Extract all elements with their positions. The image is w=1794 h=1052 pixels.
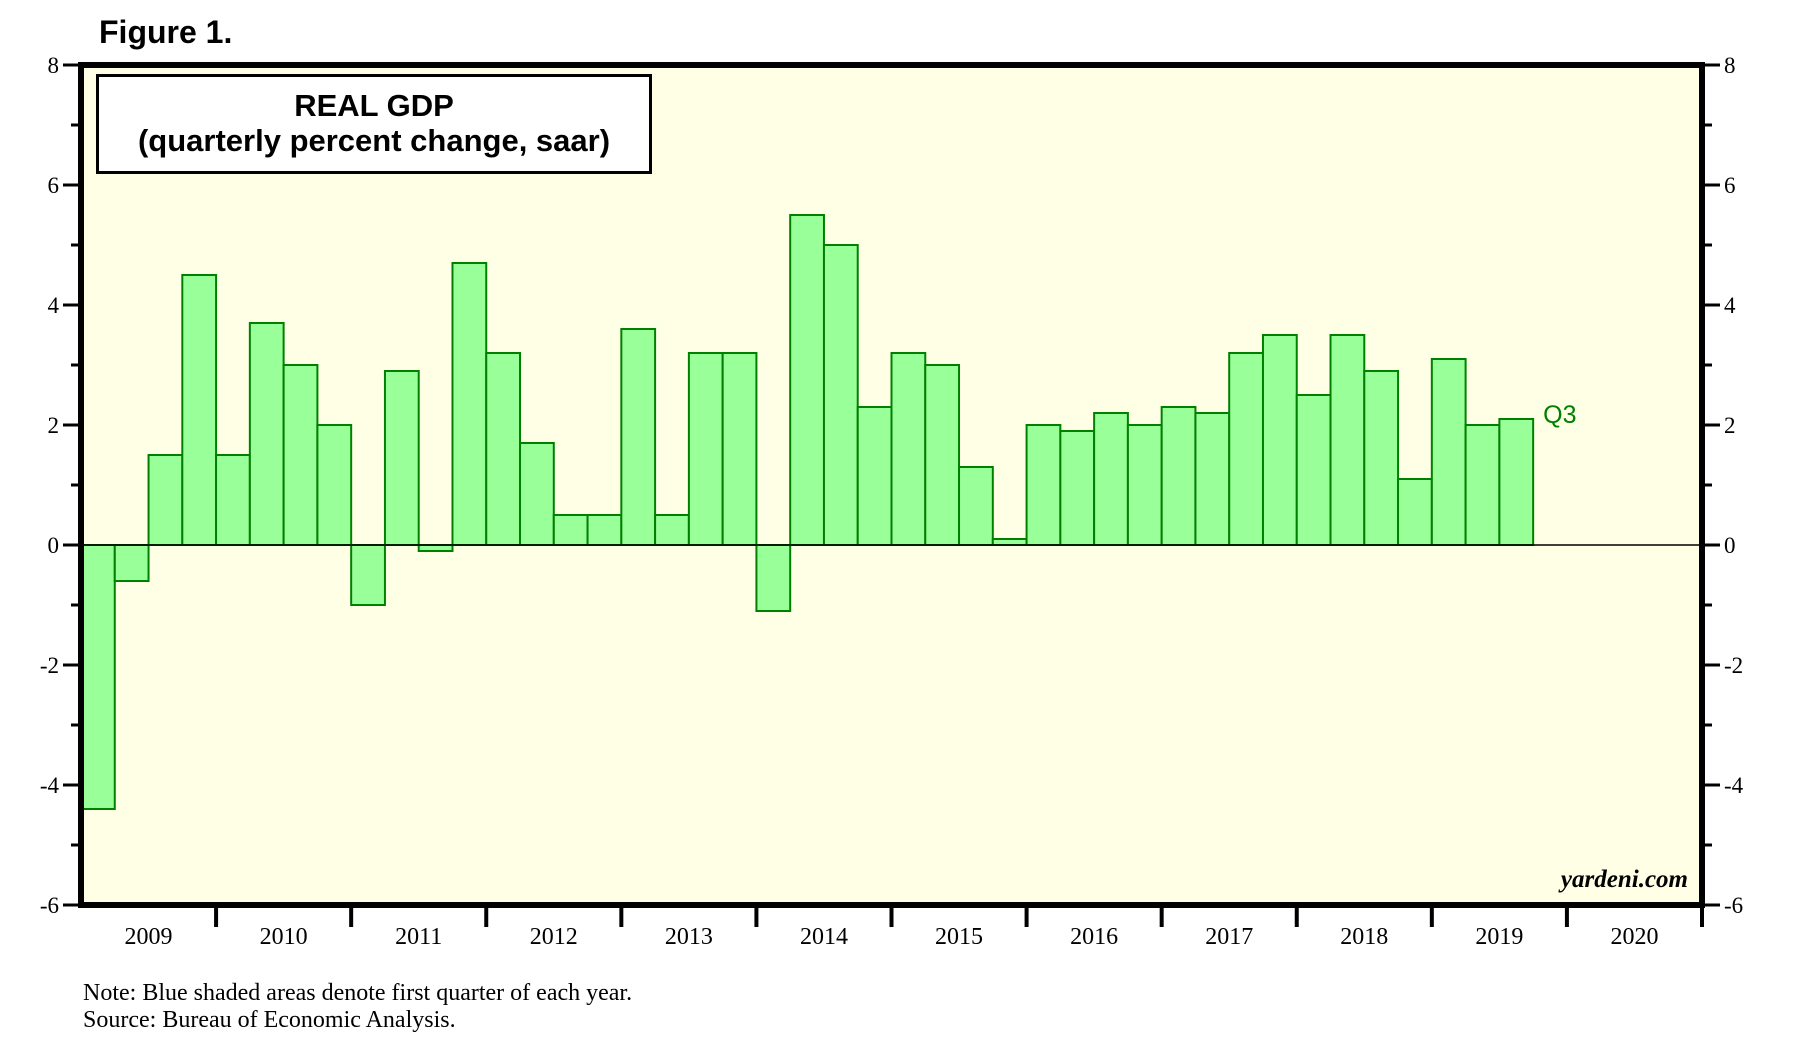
left-tick-label: -4: [40, 773, 60, 798]
bar-2012Q1: [485, 352, 522, 546]
right-tick-label: 2: [1724, 413, 1736, 438]
year-label-2017: 2017: [1205, 924, 1253, 950]
bar-2009Q2: [113, 544, 150, 582]
figure-label: Figure 1.: [99, 14, 233, 50]
bar-2019Q3: [1498, 418, 1535, 546]
bar-2015Q2: [924, 364, 961, 546]
right-tick-label: -4: [1724, 773, 1744, 798]
bar-2016Q4: [1126, 424, 1163, 546]
bar-2015Q1: [890, 352, 927, 546]
watermark: yardeni.com: [1558, 866, 1688, 893]
year-label-2013: 2013: [665, 924, 713, 950]
x-axis: 2009 2010 2011 2012 2013 2014 2015 2016 2017 2018…: [125, 905, 1704, 950]
bar-2012Q4: [586, 514, 623, 546]
bar-2013Q4: [721, 352, 758, 546]
right-tick-label: -6: [1724, 893, 1743, 918]
year-label-2010: 2010: [260, 924, 308, 950]
year-label-2018: 2018: [1340, 924, 1388, 950]
chart-title-box: REAL GDP (quarterly percent change, saar…: [96, 74, 652, 174]
left-tick-label: -2: [40, 653, 59, 678]
bar-2010Q3: [282, 364, 319, 546]
bar-2018Q3: [1363, 370, 1400, 546]
last-point-annotation: Q3: [1543, 401, 1576, 429]
footnotes: Note: Blue shaded areas denote first qua…: [83, 980, 632, 1034]
bar-2011Q3: [417, 544, 454, 552]
chart-subtitle: (quarterly percent change, saar): [137, 123, 611, 158]
bar-2019Q1: [1430, 358, 1467, 546]
right-tick-label: 0: [1724, 533, 1736, 558]
bar-2018Q2: [1329, 334, 1366, 546]
left-tick-label: 2: [48, 413, 60, 438]
bar-2015Q4: [991, 538, 1028, 546]
year-label-2016: 2016: [1070, 924, 1118, 950]
bar-2017Q2: [1194, 412, 1231, 546]
source-text: Source: Bureau of Economic Analysis.: [83, 1007, 456, 1033]
bar-2013Q2: [654, 514, 690, 546]
bar-2013Q3: [687, 352, 724, 546]
year-label-2015: 2015: [935, 924, 983, 950]
note-text: Note: Blue shaded areas denote first qua…: [83, 980, 633, 1006]
bar-2012Q2: [519, 442, 555, 546]
left-tick-label: -6: [40, 893, 59, 918]
bar-2011Q1: [350, 544, 386, 606]
bar-2017Q1: [1160, 406, 1197, 546]
year-label-2011: 2011: [395, 924, 442, 950]
bar-2009Q3: [147, 454, 184, 546]
bar-2010Q1: [215, 454, 251, 546]
bars-group: [80, 214, 1535, 810]
bar-2010Q4: [316, 424, 353, 546]
right-tick-label: 4: [1724, 293, 1736, 318]
bar-2011Q2: [383, 370, 420, 546]
bar-2019Q2: [1464, 424, 1501, 546]
year-label-2020: 2020: [1610, 924, 1658, 950]
left-y-axis: -6 -4 -2 0 2 4 6 8: [40, 53, 81, 918]
bar-2014Q1: [755, 544, 792, 612]
bar-2009Q1: [80, 544, 116, 810]
right-tick-label: -2: [1724, 653, 1743, 678]
right-tick-label: 8: [1724, 53, 1736, 78]
bar-2014Q3: [822, 244, 859, 546]
year-label-2019: 2019: [1475, 924, 1523, 950]
year-label-2014: 2014: [800, 924, 848, 950]
right-tick-label: 6: [1724, 173, 1736, 198]
bar-2016Q3: [1093, 412, 1129, 546]
bar-2011Q4: [451, 262, 488, 546]
bar-2018Q4: [1397, 478, 1433, 546]
bar-2018Q1: [1295, 394, 1332, 546]
bar-2009Q4: [181, 274, 218, 546]
bar-2012Q3: [552, 514, 589, 546]
left-tick-label: 8: [48, 53, 60, 78]
year-label-2012: 2012: [530, 924, 578, 950]
bar-2014Q2: [789, 214, 825, 546]
bar-2014Q4: [856, 406, 893, 546]
bar-2017Q3: [1228, 352, 1264, 546]
year-label-2009: 2009: [125, 924, 173, 950]
left-tick-label: 6: [48, 173, 60, 198]
bar-2013Q1: [620, 328, 657, 546]
bar-2016Q1: [1025, 424, 1062, 546]
bar-2015Q3: [958, 466, 994, 546]
left-tick-label: 4: [48, 293, 60, 318]
bar-2016Q2: [1059, 430, 1096, 546]
bar-2010Q2: [248, 322, 285, 546]
right-y-axis: -6 -4 -2 0 2 4 6 8: [1702, 53, 1744, 918]
bar-2017Q4: [1261, 334, 1298, 546]
left-tick-label: 0: [48, 533, 60, 558]
chart-title: REAL GDP: [294, 88, 454, 123]
